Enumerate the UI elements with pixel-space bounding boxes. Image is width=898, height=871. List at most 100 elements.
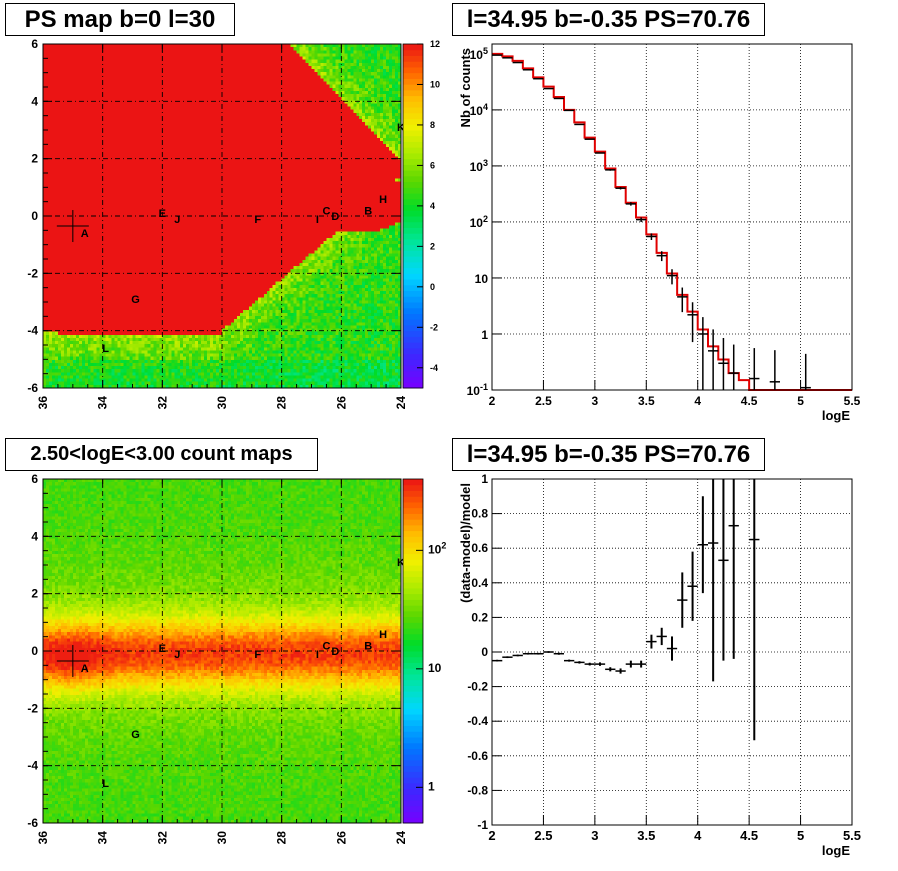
y-tick-label: 104 bbox=[470, 102, 488, 118]
colorbar-cell bbox=[403, 805, 423, 813]
y-tick-label: 0.6 bbox=[471, 541, 488, 555]
colorbar-cell bbox=[403, 788, 423, 795]
residual-point bbox=[522, 652, 534, 655]
y-tick-label: -0.6 bbox=[467, 749, 488, 763]
colorbar-label: -4 bbox=[430, 363, 438, 373]
colorbar-label: 1 bbox=[428, 779, 435, 793]
y-tick-label: 2 bbox=[31, 152, 38, 166]
colorbar-cell bbox=[403, 44, 423, 51]
plot-frame-3 bbox=[491, 478, 853, 826]
colorbar-cell bbox=[403, 216, 423, 223]
colorbar-cell bbox=[403, 496, 423, 503]
colorbar-cell bbox=[403, 330, 423, 337]
colorbar-cell bbox=[403, 55, 423, 62]
colorbar-cell bbox=[403, 668, 423, 675]
colorbar-cell bbox=[403, 135, 423, 142]
source-marker-f: F bbox=[254, 214, 261, 226]
colorbar-cell bbox=[403, 530, 423, 537]
data-point bbox=[656, 251, 667, 262]
y-tick-label: 6 bbox=[31, 472, 38, 486]
colorbar-cell bbox=[403, 570, 423, 577]
x-tick-label: 32 bbox=[155, 831, 169, 845]
data-point bbox=[718, 337, 729, 390]
colorbar-cell bbox=[403, 656, 423, 663]
colorbar-cell bbox=[403, 307, 423, 314]
colorbar-cell bbox=[403, 507, 423, 514]
residual-point bbox=[708, 479, 719, 682]
colorbar-cell bbox=[403, 685, 423, 692]
colorbar-cell bbox=[403, 336, 423, 343]
data-point bbox=[769, 350, 780, 390]
data-point bbox=[615, 187, 626, 190]
y-tick-label: -6 bbox=[27, 381, 38, 395]
colorbar-cell bbox=[403, 610, 423, 618]
colorbar-cell bbox=[403, 158, 423, 165]
colorbar-cell bbox=[403, 547, 423, 555]
residual-point bbox=[533, 652, 544, 655]
residual-point bbox=[584, 662, 595, 666]
x-tick-label: 3.5 bbox=[638, 394, 655, 408]
source-marker-h: H bbox=[379, 194, 387, 206]
y-tick-label: -2 bbox=[27, 701, 38, 715]
source-marker-e: E bbox=[159, 208, 166, 220]
y-tick-label: -4 bbox=[27, 324, 38, 338]
colorbar-cell bbox=[403, 256, 423, 263]
y-axis-label: (data-model)/model bbox=[458, 483, 473, 603]
y-tick-label: -0.8 bbox=[467, 783, 488, 797]
colorbar-cell bbox=[403, 771, 423, 778]
x-tick-label: 26 bbox=[334, 396, 348, 410]
colorbar-cell bbox=[403, 616, 423, 623]
colorbar-cell bbox=[403, 524, 423, 532]
colorbar-cell bbox=[403, 164, 423, 171]
data-point bbox=[749, 348, 760, 390]
colorbar-cell bbox=[403, 800, 423, 807]
x-tick-label: 5.5 bbox=[843, 828, 861, 843]
colorbar-cell bbox=[403, 582, 423, 589]
data-point bbox=[708, 329, 719, 390]
colorbar-frame-0 bbox=[402, 43, 424, 389]
x-tick-label: 2 bbox=[488, 828, 495, 843]
colorbar-frame-2 bbox=[402, 478, 424, 824]
x-tick-label: 24 bbox=[394, 396, 408, 410]
y-tick-label: 4 bbox=[31, 94, 38, 108]
colorbar-cell bbox=[403, 696, 423, 704]
source-marker-d: D bbox=[331, 646, 339, 658]
data-point bbox=[697, 317, 708, 390]
colorbar-cell bbox=[403, 662, 423, 669]
y-tick-label: 2 bbox=[31, 587, 38, 601]
source-marker-k: K bbox=[397, 122, 405, 134]
colorbar-cell bbox=[403, 719, 423, 727]
chart-title-count-map: 2.50<logE<3.00 count maps bbox=[5, 438, 318, 471]
y-tick-label: 103 bbox=[470, 158, 488, 174]
colorbar-cell bbox=[403, 748, 423, 755]
colorbar-cell bbox=[403, 175, 423, 183]
colorbar-label: 12 bbox=[430, 39, 440, 49]
source-marker-g: G bbox=[131, 729, 140, 741]
colorbar-label: 2 bbox=[430, 241, 435, 251]
colorbar-label: 10 bbox=[430, 79, 440, 89]
y-tick-label: -0.2 bbox=[467, 680, 488, 694]
chart-title-spectrum: l=34.95 b=-0.35 PS=70.76 bbox=[452, 3, 765, 36]
colorbar-cell bbox=[403, 250, 423, 257]
colorbar-cell bbox=[403, 210, 423, 217]
colorbar-cell bbox=[403, 261, 423, 269]
colorbar-cell bbox=[403, 193, 423, 200]
x-axis-label: logE bbox=[822, 408, 850, 423]
y-tick-label: 0 bbox=[31, 209, 38, 223]
residual-point bbox=[543, 651, 554, 653]
colorbar-label: 10 bbox=[428, 661, 442, 675]
source-marker-c: C bbox=[322, 640, 330, 652]
colorbar-cell bbox=[403, 536, 423, 543]
x-tick-label: 24 bbox=[394, 831, 408, 845]
colorbar-cell bbox=[403, 737, 423, 744]
source-marker-b: B bbox=[364, 205, 372, 217]
x-tick-label: 30 bbox=[215, 396, 229, 410]
colorbar-label: -2 bbox=[430, 322, 438, 332]
colorbar-label: 4 bbox=[430, 201, 435, 211]
colorbar-cell bbox=[403, 204, 423, 211]
colorbar-cell bbox=[403, 599, 423, 606]
colorbar-cell bbox=[403, 95, 423, 102]
residual-point bbox=[512, 654, 523, 657]
colorbar-cell bbox=[403, 479, 423, 486]
